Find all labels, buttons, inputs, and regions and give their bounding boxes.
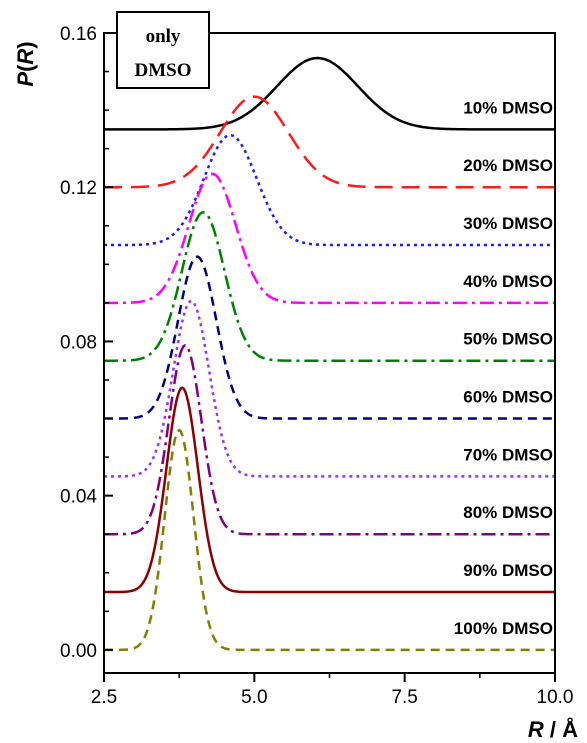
series-label-8: 80% DMSO [463,503,553,522]
series-line-2 [104,95,555,189]
y-tick-label-4: 0.16 [60,24,97,45]
y-tick-label-2: 0.08 [60,332,97,353]
series-line-5 [104,210,555,362]
series-line-3 [104,133,555,247]
series-label-6: 60% DMSO [463,388,553,407]
series-line-1 [104,56,555,131]
series-label-9: 90% DMSO [463,561,553,580]
series-line-4 [104,172,555,305]
legend-box-line2: DMSO [135,60,192,81]
y-tick-label-1: 0.04 [60,487,97,508]
series-label-10: 100% DMSO [454,619,553,638]
x-tick-label-0: 2.5 [91,687,117,708]
series-label-3: 30% DMSO [463,214,553,233]
series-label-4: 40% DMSO [463,272,553,291]
series-line-9 [103,386,555,594]
series-label-1: 10% DMSO [463,98,553,117]
series-layer [103,56,555,652]
y-tick-label-3: 0.12 [60,178,97,199]
series-line-7 [104,299,555,478]
legend-box: only DMSO [116,11,210,89]
x-tick-label-1: 5.0 [241,687,267,708]
series-line-8 [104,343,555,536]
legend-box-frame [116,11,210,89]
x-axis-title: R / Å [528,716,578,742]
labels-layer: 10% DMSO 20% DMSO 30% DMSO 40% DMSO 50% DMSO… [454,98,553,637]
legend-box-line1: only [146,26,181,47]
series-line-10 [104,428,555,652]
x-tick-label-3: 10.0 [537,687,574,708]
series-label-2: 20% DMSO [463,156,553,175]
x-tick-label-2: 7.5 [391,687,417,708]
axes-layer: 0.00 0.04 0.08 0.12 0.16 2.5 5.0 7.5 10.0 R / Å P(… [13,24,578,742]
series-label-5: 50% DMSO [463,330,553,349]
y-tick-label-0: 0.00 [60,641,97,662]
y-axis-title: P(R) [13,41,38,86]
series-label-7: 70% DMSO [463,445,553,464]
